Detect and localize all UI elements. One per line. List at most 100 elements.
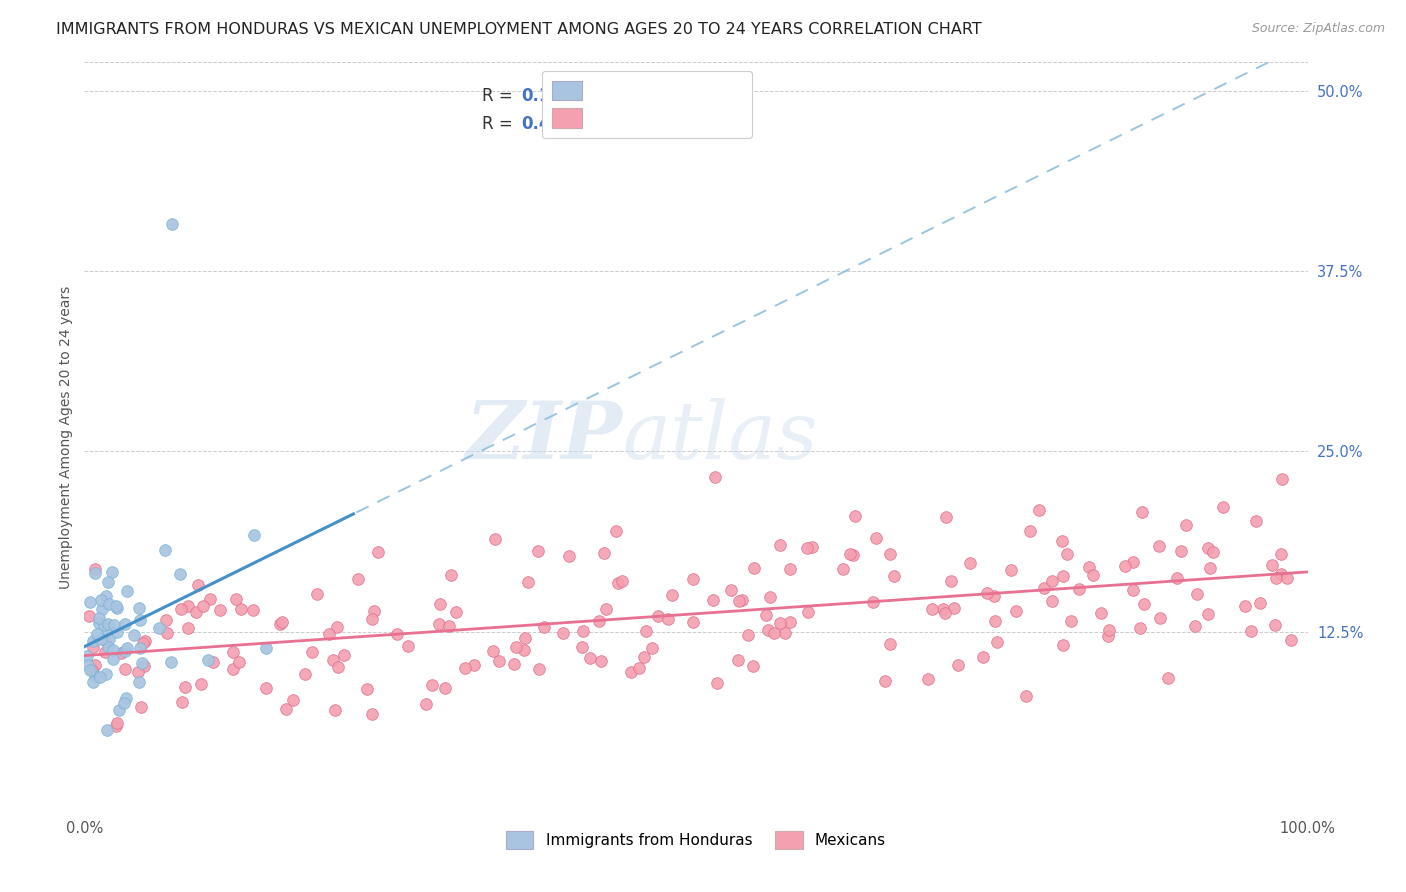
Point xyxy=(742,561,765,575)
Point xyxy=(202,656,225,670)
Point xyxy=(1052,568,1074,582)
Point xyxy=(865,531,887,545)
Point xyxy=(191,599,214,614)
Text: atlas: atlas xyxy=(623,399,818,475)
Point xyxy=(875,673,897,688)
Point xyxy=(1122,555,1144,569)
Point xyxy=(779,562,801,576)
Point xyxy=(97,617,120,632)
Point xyxy=(231,601,253,615)
Point xyxy=(87,615,110,630)
Point xyxy=(1184,619,1206,633)
Point xyxy=(114,617,136,632)
Point xyxy=(301,644,323,658)
Point xyxy=(162,217,184,231)
Point xyxy=(294,667,316,681)
Point xyxy=(503,657,526,671)
Point xyxy=(706,675,728,690)
Point xyxy=(454,661,477,675)
Point xyxy=(333,648,356,663)
Point xyxy=(155,543,177,558)
Point xyxy=(1033,581,1056,595)
Point xyxy=(1028,503,1050,517)
Point xyxy=(115,690,138,705)
Point xyxy=(839,547,862,561)
Point xyxy=(128,601,150,615)
Point xyxy=(97,623,120,637)
Point xyxy=(946,657,969,672)
Point xyxy=(173,680,195,694)
Point xyxy=(84,566,107,581)
Point xyxy=(661,588,683,602)
Point xyxy=(1077,560,1099,574)
Point xyxy=(97,640,120,654)
Point xyxy=(703,469,725,483)
Point xyxy=(82,675,104,690)
Point xyxy=(1264,571,1286,585)
Point xyxy=(579,651,602,665)
Point xyxy=(1060,614,1083,628)
Point xyxy=(242,602,264,616)
Point xyxy=(440,567,463,582)
Point xyxy=(529,662,551,676)
Point xyxy=(1129,621,1152,635)
Point xyxy=(517,575,540,590)
Text: ZIP: ZIP xyxy=(465,399,623,475)
Point xyxy=(347,572,370,586)
Point xyxy=(1175,517,1198,532)
Point xyxy=(114,643,136,657)
Point xyxy=(105,715,128,730)
Point xyxy=(222,645,245,659)
Point xyxy=(779,615,801,629)
Point xyxy=(1270,547,1292,561)
Point xyxy=(360,612,382,626)
Point xyxy=(198,592,221,607)
Point xyxy=(595,602,617,616)
Point xyxy=(93,617,115,632)
Point xyxy=(86,627,108,641)
Point xyxy=(114,662,136,676)
Point xyxy=(755,608,778,623)
Text: 53: 53 xyxy=(628,87,658,105)
Point xyxy=(801,541,824,555)
Legend: Immigrants from Honduras, Mexicans: Immigrants from Honduras, Mexicans xyxy=(498,823,894,856)
Point xyxy=(862,595,884,609)
Point xyxy=(110,646,132,660)
Text: 0.165: 0.165 xyxy=(522,87,574,105)
Point xyxy=(702,593,724,607)
Point xyxy=(463,657,485,672)
Point xyxy=(1197,541,1219,556)
Point xyxy=(97,574,120,589)
Point xyxy=(82,634,104,648)
Point xyxy=(131,656,153,670)
Text: R =: R = xyxy=(482,115,517,133)
Point xyxy=(769,538,792,552)
Text: 0.476: 0.476 xyxy=(522,115,574,133)
Point xyxy=(105,624,128,639)
Point xyxy=(254,681,277,695)
Text: R =: R = xyxy=(482,87,517,105)
Point xyxy=(94,633,117,648)
Point xyxy=(94,645,117,659)
Point xyxy=(727,594,749,608)
Point xyxy=(1279,632,1302,647)
Point xyxy=(159,655,181,669)
Point xyxy=(101,565,124,579)
Point xyxy=(1090,606,1112,620)
Point xyxy=(269,616,291,631)
Point xyxy=(318,626,340,640)
Point xyxy=(588,614,610,628)
Point xyxy=(103,642,125,657)
Point xyxy=(97,597,120,611)
Point xyxy=(420,678,443,692)
Point xyxy=(177,622,200,636)
Point xyxy=(83,658,105,673)
Point xyxy=(1098,623,1121,637)
Point xyxy=(592,545,614,559)
Point xyxy=(77,608,100,623)
Point xyxy=(433,681,456,696)
Point xyxy=(737,628,759,642)
Point xyxy=(641,641,664,656)
Point xyxy=(1015,689,1038,703)
Point xyxy=(607,576,630,591)
